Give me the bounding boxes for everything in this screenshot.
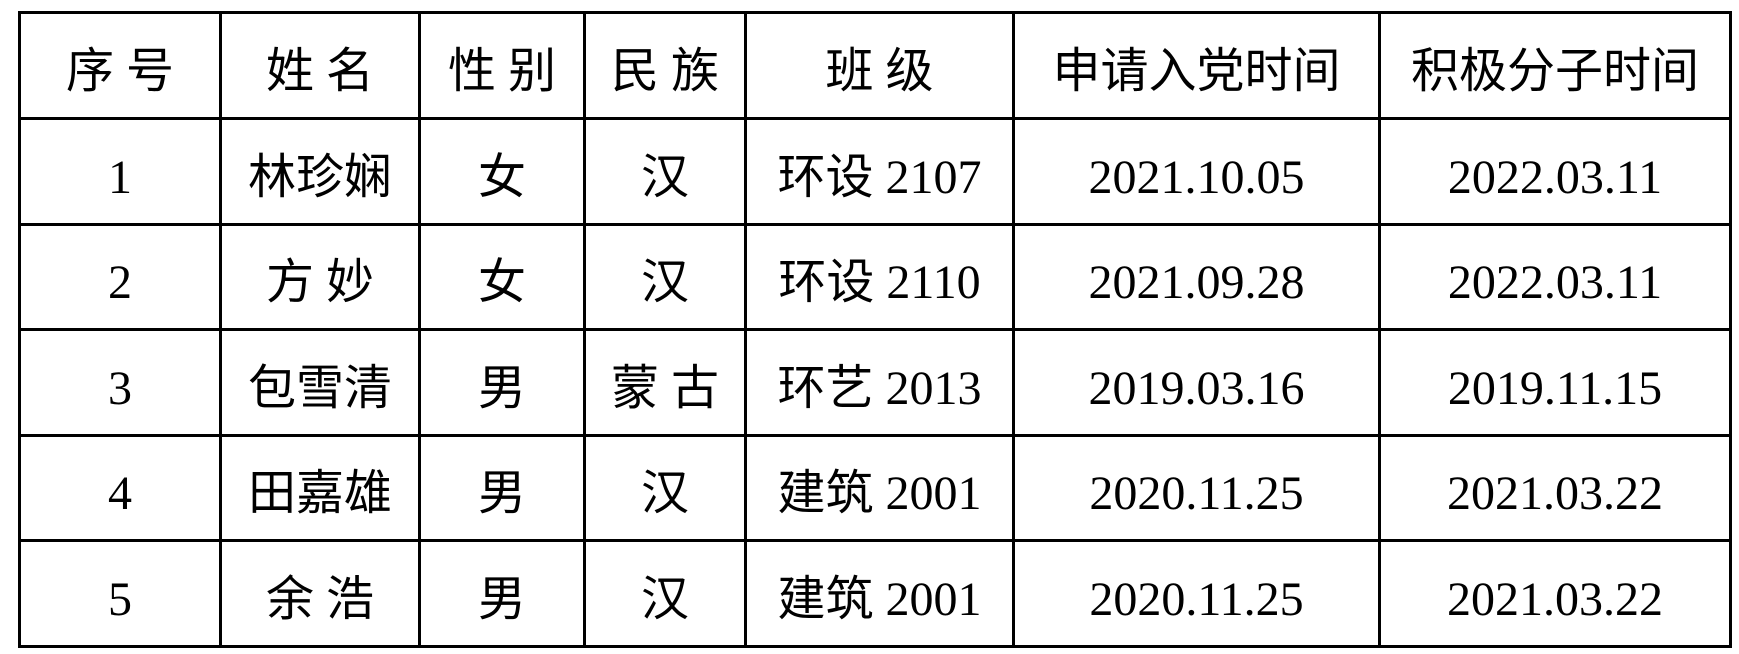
col-header-activist-time: 积极分子时间 xyxy=(1378,11,1732,120)
cell-gender: 男 xyxy=(418,433,586,543)
cell-activist-time: 2021.03.22 xyxy=(1378,433,1732,543)
col-header-ethnicity: 民 族 xyxy=(583,11,747,120)
col-header-gender: 性 别 xyxy=(418,11,586,120)
cell-name: 田嘉雄 xyxy=(219,433,421,543)
cell-class: 建筑 2001 xyxy=(744,433,1015,543)
cell-gender: 女 xyxy=(418,117,586,226)
cell-name: 方 妙 xyxy=(219,222,421,332)
table-header: 序 号 姓 名 性 别 民 族 班 级 申请入党时间 积极分子时间 xyxy=(18,11,1732,120)
table-row: 4 田嘉雄 男 汉 建筑 2001 2020.11.25 2021.03.22 xyxy=(18,433,1732,543)
cell-activist-time: 2022.03.11 xyxy=(1378,117,1732,226)
cell-name: 余 浩 xyxy=(219,539,421,648)
cell-class: 环设 2107 xyxy=(744,117,1015,226)
cell-apply-time: 2020.11.25 xyxy=(1012,539,1381,648)
cell-apply-time: 2021.10.05 xyxy=(1012,117,1381,226)
cell-gender: 女 xyxy=(418,222,586,332)
cell-ethnicity: 蒙 古 xyxy=(583,328,747,437)
cell-activist-time: 2022.03.11 xyxy=(1378,222,1732,332)
col-header-index: 序 号 xyxy=(18,11,222,120)
cell-gender: 男 xyxy=(418,328,586,437)
cell-index: 2 xyxy=(18,222,222,332)
cell-index: 1 xyxy=(18,117,222,226)
cell-apply-time: 2020.11.25 xyxy=(1012,433,1381,543)
col-header-apply-time: 申请入党时间 xyxy=(1012,11,1381,120)
table-row: 3 包雪清 男 蒙 古 环艺 2013 2019.03.16 2019.11.1… xyxy=(18,328,1732,437)
cell-ethnicity: 汉 xyxy=(583,539,747,648)
table-row: 2 方 妙 女 汉 环设 2110 2021.09.28 2022.03.11 xyxy=(18,222,1732,332)
cell-apply-time: 2019.03.16 xyxy=(1012,328,1381,437)
cell-class: 环艺 2013 xyxy=(744,328,1015,437)
col-header-name: 姓 名 xyxy=(219,11,421,120)
cell-name: 林珍娴 xyxy=(219,117,421,226)
cell-activist-time: 2021.03.22 xyxy=(1378,539,1732,648)
header-row: 序 号 姓 名 性 别 民 族 班 级 申请入党时间 积极分子时间 xyxy=(18,11,1732,120)
cell-apply-time: 2021.09.28 xyxy=(1012,222,1381,332)
cell-index: 4 xyxy=(18,433,222,543)
cell-index: 5 xyxy=(18,539,222,648)
cell-index: 3 xyxy=(18,328,222,437)
col-header-class: 班 级 xyxy=(744,11,1015,120)
cell-activist-time: 2019.11.15 xyxy=(1378,328,1732,437)
cell-name: 包雪清 xyxy=(219,328,421,437)
table-row: 5 余 浩 男 汉 建筑 2001 2020.11.25 2021.03.22 xyxy=(18,539,1732,648)
roster-table: 序 号 姓 名 性 别 民 族 班 级 申请入党时间 积极分子时间 1 林珍娴 … xyxy=(18,11,1732,648)
table-row: 1 林珍娴 女 汉 环设 2107 2021.10.05 2022.03.11 xyxy=(18,117,1732,226)
cell-ethnicity: 汉 xyxy=(583,433,747,543)
table-body: 1 林珍娴 女 汉 环设 2107 2021.10.05 2022.03.11 … xyxy=(18,117,1732,648)
cell-ethnicity: 汉 xyxy=(583,222,747,332)
cell-gender: 男 xyxy=(418,539,586,648)
cell-ethnicity: 汉 xyxy=(583,117,747,226)
cell-class: 建筑 2001 xyxy=(744,539,1015,648)
cell-class: 环设 2110 xyxy=(744,222,1015,332)
